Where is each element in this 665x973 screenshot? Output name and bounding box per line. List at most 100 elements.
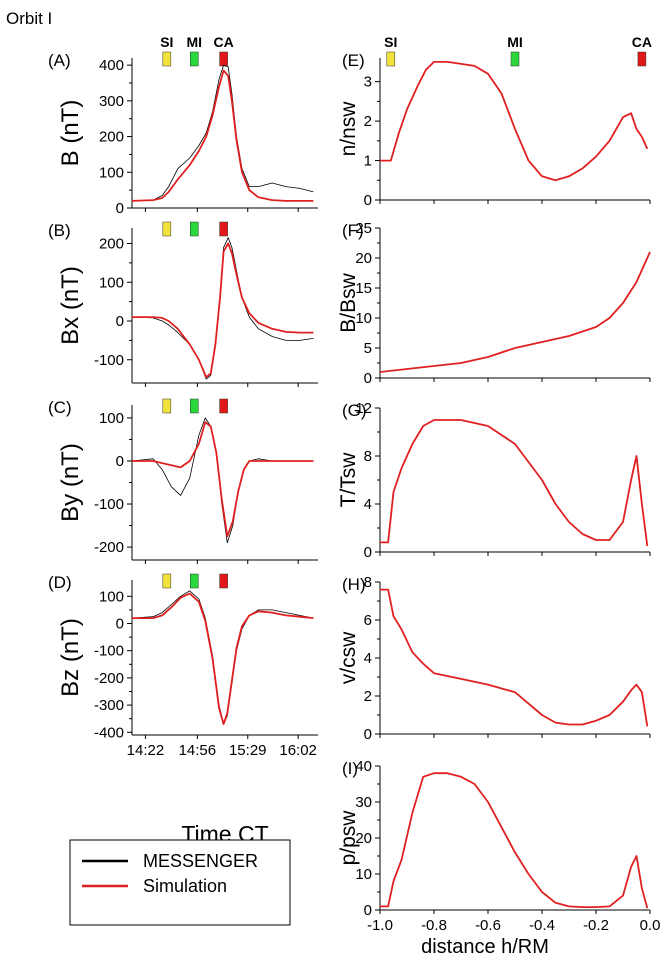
y-tick-label: -300	[94, 697, 124, 714]
y-tick-label: 12	[355, 400, 372, 417]
y-tick-label: 0	[364, 726, 372, 743]
y-tick-label: 8	[364, 448, 372, 465]
panel-b: -100 0 100 200 (B) Bx (nT)	[48, 221, 318, 387]
series-messenger	[131, 417, 314, 544]
marker-mi	[190, 398, 199, 414]
series-simulation	[132, 592, 314, 725]
series-simulation	[380, 588, 649, 727]
y-tick-label: 4	[364, 650, 372, 667]
x-tick-label: 15:29	[229, 742, 267, 759]
y-tick-label: 20	[355, 830, 372, 847]
y-axis-label: B/Bsw	[337, 272, 360, 332]
marker-label-mi: MI	[187, 34, 203, 50]
y-tick-label: 10	[355, 310, 372, 327]
y-tick-label: -200	[94, 670, 124, 687]
y-axis-label: Bx (nT)	[57, 266, 84, 345]
y-tick-label: 0	[116, 453, 124, 470]
y-tick-label: 1	[364, 153, 372, 170]
panel-label: (G)	[342, 401, 367, 420]
panel-label: (H)	[342, 575, 366, 594]
x-tick-label: -1.0	[367, 917, 393, 934]
marker-si	[386, 51, 396, 67]
x-tick-label: 14:22	[127, 742, 165, 759]
right-x-axis-label: distance h/RM	[421, 936, 549, 958]
panel-i: 0 10 20 30 40 -1.0 -0.8 -0.6 -0.4 -0.2 0.0 (I) p/psw	[337, 758, 660, 934]
y-axis-label: p/psw	[337, 810, 360, 866]
panel-label: (F)	[342, 221, 364, 240]
y-tick-label: 0	[364, 192, 372, 209]
series-messenger	[131, 64, 314, 202]
y-tick-label: 100	[99, 164, 124, 181]
series-simulation	[379, 251, 651, 373]
marker-si	[162, 221, 172, 237]
y-tick-label: 0	[116, 616, 124, 633]
x-tick-label: 16:02	[279, 742, 317, 759]
panel-f: 0 5 10 15 20 25(F) B/Bsw	[337, 220, 651, 387]
panel-label: (B)	[48, 221, 71, 240]
y-tick-label: 30	[355, 794, 372, 811]
panel-d: -400 -300 -200 -100 0 100 14:22 14:56 15:29 16:02…	[48, 573, 318, 759]
y-tick-label: 2	[364, 688, 372, 705]
y-tick-label: 5	[364, 340, 372, 357]
marker-label-si: SI	[160, 34, 173, 50]
y-tick-label: 0	[364, 370, 372, 387]
y-tick-label: -100	[94, 352, 124, 369]
marker-ca	[637, 51, 647, 67]
y-tick-label: 20	[355, 250, 372, 267]
series-simulation	[380, 419, 649, 547]
legend-simulation-label: Simulation	[143, 876, 227, 896]
y-tick-label: 3	[364, 74, 372, 91]
y-axis-label: By (nT)	[57, 443, 84, 522]
marker-si	[162, 573, 172, 589]
marker-mi	[190, 51, 199, 67]
marker-label-ca: CA	[632, 34, 652, 50]
y-tick-label: -100	[94, 643, 124, 660]
figure-title: Orbit I	[6, 9, 52, 28]
panel-e: 0 1 2 3 (E) n/nsw SI MI CA	[337, 34, 652, 209]
y-tick-label: -400	[94, 724, 124, 741]
series-simulation	[380, 772, 649, 909]
y-tick-label: 0	[116, 200, 124, 217]
y-tick-label: 4	[364, 496, 372, 513]
y-tick-label: 400	[99, 57, 124, 74]
panel-label: (D)	[48, 573, 72, 592]
y-tick-label: 25	[355, 220, 372, 237]
y-tick-label: 40	[355, 758, 372, 775]
x-tick-label: -0.8	[421, 917, 447, 934]
y-tick-label: 100	[99, 588, 124, 605]
panel-label: (I)	[342, 759, 358, 778]
x-tick-label: -0.4	[529, 917, 555, 934]
y-tick-label: 0	[364, 902, 372, 919]
y-axis-label: n/nsw	[337, 101, 360, 157]
series-simulation	[132, 242, 314, 379]
y-axis-label: B (nT)	[57, 100, 84, 167]
x-tick-label: 14:56	[179, 742, 217, 759]
legend: MESSENGER Simulation	[69, 839, 291, 926]
y-tick-label: 100	[99, 274, 124, 291]
panel-c: -200 -100 0 100 (C) By (nT)	[48, 398, 318, 564]
y-tick-label: 300	[99, 93, 124, 110]
y-tick-label: 15	[355, 280, 372, 297]
panel-a: 0 100 200 300 400 (A) B (nT) SI MI CA	[48, 34, 318, 217]
panel-label: (A)	[48, 51, 71, 70]
x-tick-label: -0.2	[583, 917, 609, 934]
series-simulation	[132, 421, 314, 538]
y-tick-label: 100	[99, 410, 124, 427]
marker-label-ca: CA	[214, 34, 234, 50]
marker-ca	[219, 573, 228, 589]
y-axis-label: Bz (nT)	[57, 618, 84, 697]
y-axis-label: T/Tsw	[337, 452, 360, 508]
y-tick-label: 6	[364, 612, 372, 629]
marker-mi	[190, 221, 199, 237]
panel-label: (E)	[342, 51, 365, 70]
marker-mi	[190, 573, 199, 589]
series-messenger	[131, 590, 314, 725]
y-tick-label: 10	[355, 866, 372, 883]
marker-si	[162, 51, 172, 67]
y-tick-label: 0	[364, 544, 372, 561]
panel-h: 0 2 4 6 8(H) v/csw	[337, 574, 651, 743]
y-tick-label: 2	[364, 113, 372, 130]
panel-label: (C)	[48, 398, 72, 417]
